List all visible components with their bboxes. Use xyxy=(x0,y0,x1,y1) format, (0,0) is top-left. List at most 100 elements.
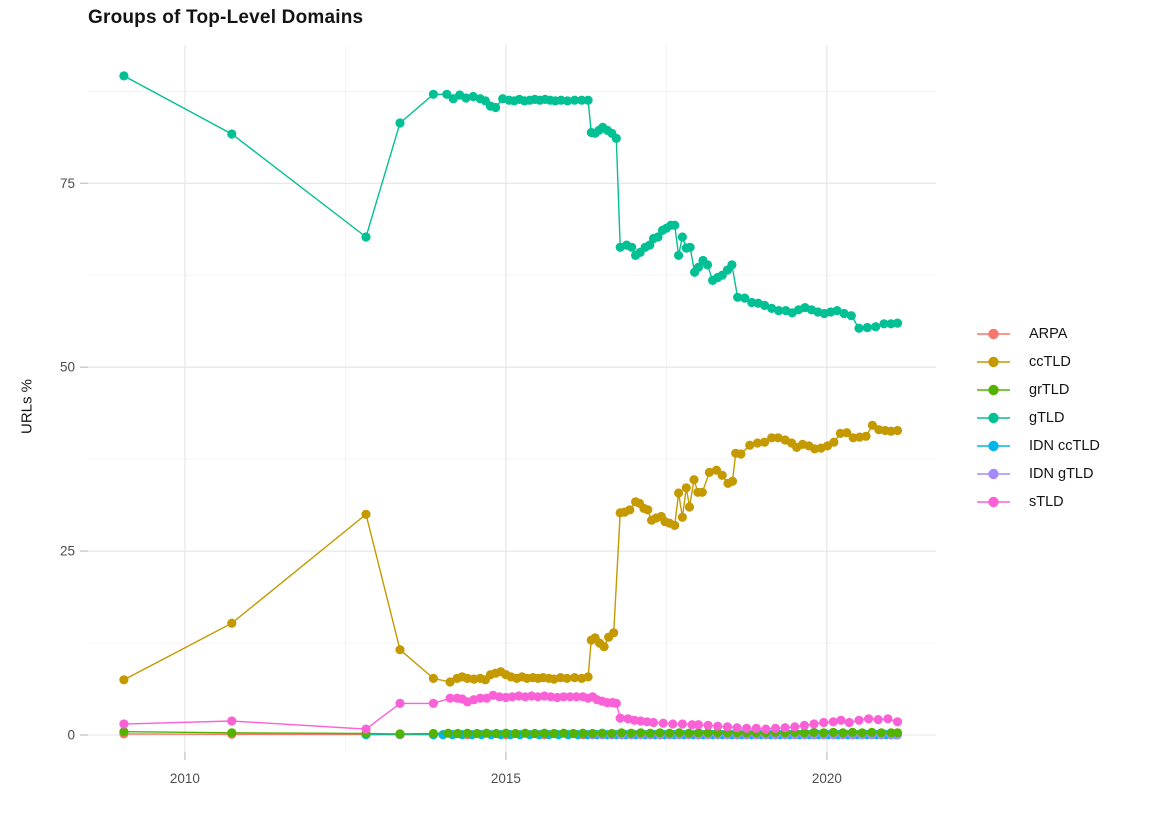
data-point xyxy=(674,250,684,260)
data-point xyxy=(648,717,659,728)
y-tick-label: 50 xyxy=(60,360,75,375)
data-point xyxy=(583,95,593,105)
y-tick-label: 25 xyxy=(60,544,75,559)
data-point xyxy=(668,719,678,729)
data-point xyxy=(740,293,750,303)
x-tick-label: 2020 xyxy=(812,771,842,786)
legend-item: sTLD xyxy=(977,488,1100,516)
data-point xyxy=(445,693,455,703)
data-point xyxy=(745,440,755,450)
data-point xyxy=(539,728,550,738)
data-point xyxy=(867,420,878,430)
data-point xyxy=(625,505,635,515)
data-point xyxy=(670,220,680,230)
data-point xyxy=(468,91,478,102)
data-point xyxy=(857,728,867,738)
legend-point xyxy=(988,440,999,452)
data-point xyxy=(854,323,864,333)
data-point xyxy=(636,728,646,738)
data-point xyxy=(361,509,371,519)
data-point xyxy=(717,470,727,480)
data-point xyxy=(491,728,501,739)
legend-point xyxy=(988,384,999,396)
x-tick-label: 2015 xyxy=(491,771,521,786)
data-point xyxy=(761,724,771,734)
data-point xyxy=(854,715,864,725)
data-point xyxy=(395,118,405,128)
data-point xyxy=(732,723,742,733)
axis-tick-labels: 2010 2015 2020 0 25 50 75 xyxy=(60,176,842,786)
legend-item-label: IDN gTLD xyxy=(1029,466,1094,482)
data-point xyxy=(475,693,485,703)
data-point xyxy=(828,727,838,738)
data-point xyxy=(445,677,455,687)
data-point xyxy=(876,728,887,738)
data-point xyxy=(689,475,699,485)
data-point xyxy=(674,488,684,498)
legend-item: gTLD xyxy=(977,404,1100,432)
data-point xyxy=(751,723,761,734)
data-point xyxy=(510,728,521,739)
data-point xyxy=(770,723,781,734)
data-point xyxy=(395,645,405,655)
data-point xyxy=(861,431,871,441)
data-point xyxy=(832,306,842,316)
legend-swatch-icon xyxy=(977,468,1010,480)
data-point xyxy=(693,728,704,738)
data-point xyxy=(645,728,655,738)
data-point xyxy=(501,728,511,738)
data-point xyxy=(626,728,636,738)
data-point xyxy=(871,322,881,332)
data-point xyxy=(703,720,713,731)
legend-point xyxy=(988,328,999,340)
legend-item-label: ccTLD xyxy=(1029,354,1071,370)
axis-ticks xyxy=(80,182,828,760)
data-point xyxy=(687,720,697,730)
legend-swatch-icon xyxy=(977,384,1010,396)
legend-item: IDN ccTLD xyxy=(977,432,1100,460)
data-point xyxy=(892,318,903,328)
x-tick-label: 2010 xyxy=(170,771,200,786)
data-point xyxy=(568,728,578,739)
data-point xyxy=(395,729,405,739)
data-point xyxy=(607,728,617,739)
data-point xyxy=(611,133,621,143)
data-point xyxy=(774,306,784,316)
data-point xyxy=(693,720,704,730)
data-point xyxy=(530,728,540,739)
data-point xyxy=(655,728,665,738)
data-point xyxy=(395,698,405,709)
data-point xyxy=(562,96,573,106)
data-point xyxy=(570,95,580,105)
data-point xyxy=(846,311,856,321)
minor-gridlines xyxy=(88,45,936,752)
series-layer xyxy=(119,71,903,740)
data-point xyxy=(428,698,438,709)
data-point xyxy=(892,717,903,727)
series-line xyxy=(123,75,898,329)
data-point xyxy=(864,714,874,724)
data-point xyxy=(819,717,829,728)
legend-swatch-icon xyxy=(977,328,1010,340)
data-point xyxy=(867,727,877,738)
data-point xyxy=(773,433,783,443)
data-point xyxy=(428,89,438,99)
data-point xyxy=(599,642,609,652)
legend-item: ARPA xyxy=(977,320,1100,348)
data-point xyxy=(684,502,695,512)
data-point xyxy=(611,698,621,709)
data-point xyxy=(842,428,852,438)
data-point xyxy=(119,727,129,737)
data-point xyxy=(780,723,790,733)
data-point xyxy=(578,728,588,738)
legend-point xyxy=(988,356,999,368)
data-point xyxy=(892,425,903,436)
data-point xyxy=(453,728,463,739)
legend-item-label: IDN ccTLD xyxy=(1029,438,1100,454)
data-point xyxy=(653,232,663,242)
data-point xyxy=(704,467,715,477)
data-point xyxy=(892,728,903,738)
y-tick-label: 75 xyxy=(60,176,75,191)
data-point xyxy=(472,728,482,739)
